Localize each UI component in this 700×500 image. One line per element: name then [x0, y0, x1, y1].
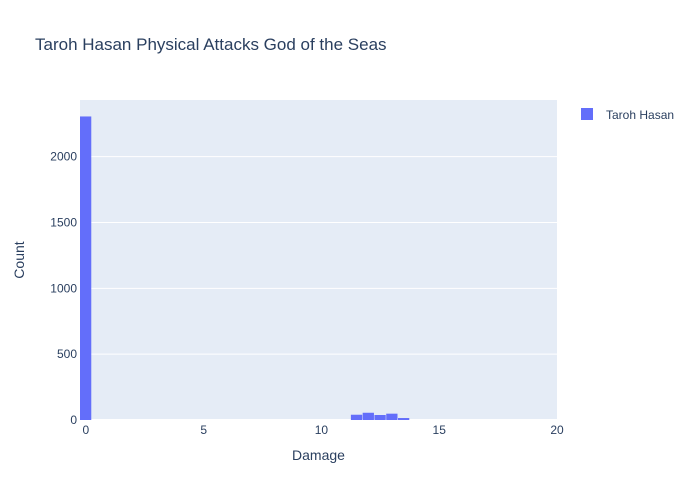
x-axis-ticks: 0 5 10 15 20: [83, 423, 564, 437]
histogram-bar[interactable]: [350, 414, 363, 420]
x-axis-label: Damage: [292, 447, 345, 463]
histogram-bar[interactable]: [386, 413, 398, 420]
x-tick-label: 0: [83, 423, 90, 437]
histogram-bar[interactable]: [374, 414, 386, 420]
chart-title: Taroh Hasan Physical Attacks God of the …: [35, 35, 387, 54]
x-tick-label: 5: [200, 423, 207, 437]
x-tick-label: 20: [550, 423, 564, 437]
histogram-bar[interactable]: [80, 116, 92, 420]
y-tick-label: 2000: [50, 150, 77, 164]
plot-area: [80, 100, 557, 420]
x-tick-label: 15: [433, 423, 447, 437]
legend[interactable]: Taroh Hasan: [581, 108, 674, 122]
x-tick-label: 10: [315, 423, 329, 437]
gridlines: [80, 156, 557, 421]
y-tick-label: 1000: [50, 281, 77, 295]
y-tick-label: 1500: [50, 215, 77, 229]
legend-item-taroh-hasan[interactable]: Taroh Hasan: [606, 108, 674, 122]
histogram-bar[interactable]: [398, 418, 410, 420]
legend-swatch[interactable]: [581, 108, 593, 120]
y-axis-label: Count: [11, 241, 27, 278]
y-tick-label: 0: [70, 413, 77, 427]
histogram-bar[interactable]: [362, 412, 374, 420]
bars: [80, 116, 410, 420]
y-tick-label: 500: [57, 347, 77, 361]
y-axis-ticks: 0 500 1000 1500 2000: [50, 150, 77, 427]
